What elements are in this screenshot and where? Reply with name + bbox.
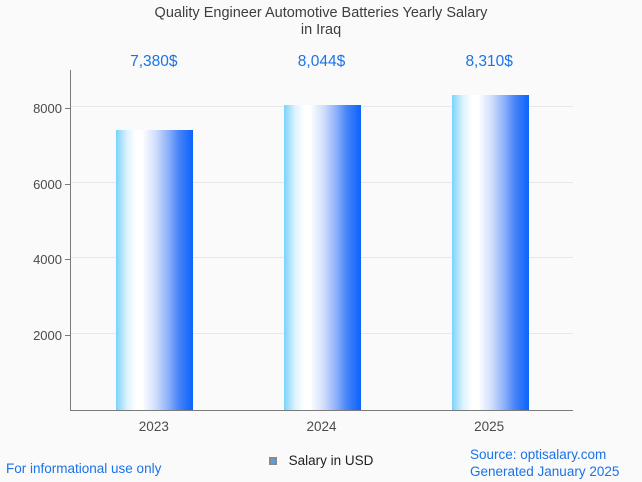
x-label-2024: 2024 [306,419,337,434]
disclaimer-text: For informational use only [6,461,162,476]
y-tick-mark-6000 [65,183,70,185]
legend: Salary in USD [0,453,642,468]
x-label-2023: 2023 [138,419,169,434]
y-tick-mark-4000 [65,259,70,261]
chart-title-line1: Quality Engineer Automotive Batteries Ye… [154,5,488,21]
y-tick-mark-8000 [65,107,70,109]
value-label-2025: 8,310$ [465,53,513,70]
y-tick-label-6000: 6000 [33,176,62,192]
y-tick-label-2000: 2000 [33,328,62,344]
value-label-2024: 8,044$ [297,53,346,70]
chart-title-line2: in Iraq [300,22,342,38]
legend-label: Salary in USD [288,453,374,468]
chart-title: Quality Engineer Automotive Batteries Ye… [0,5,642,39]
x-label-2025: 2025 [474,419,505,434]
value-label-2023: 7,380$ [130,53,178,70]
legend-marker-icon [268,456,277,465]
bar-2024 [284,105,361,410]
source-text: Source: optisalary.com [470,447,607,462]
plot-area [70,70,573,411]
y-tick-mark-2000 [65,335,70,337]
bar-2023 [116,130,194,410]
y-tick-label-4000: 4000 [33,252,62,268]
y-tick-label-8000: 8000 [33,100,62,116]
source-block: Source: optisalary.com Generated January… [470,446,619,480]
bar-2025 [451,95,529,410]
generated-text: Generated January 2025 [470,464,620,479]
